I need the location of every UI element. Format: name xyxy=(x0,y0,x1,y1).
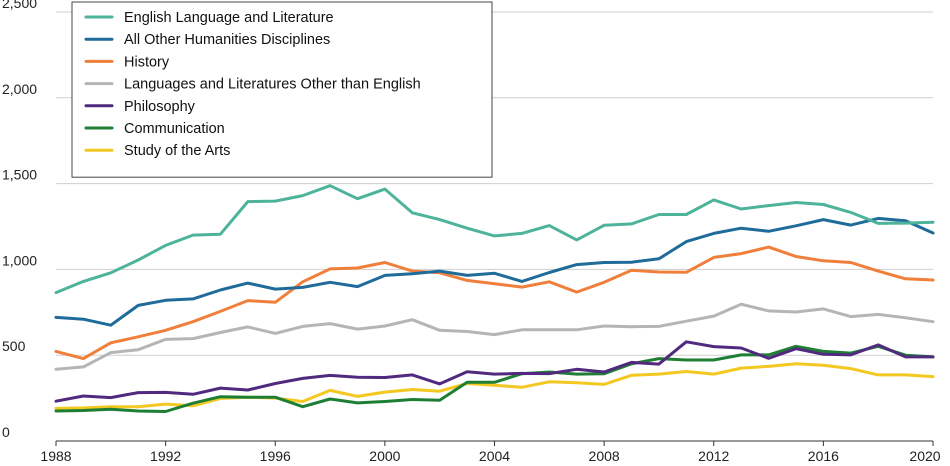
legend: English Language and Literature All Other… xyxy=(71,1,493,178)
legend-label: English Language and Literature xyxy=(124,10,334,26)
series-line-4 xyxy=(54,302,935,371)
x-tick-label: 2016 xyxy=(808,448,839,464)
legend-label: History xyxy=(124,54,170,70)
legend-label: Languages and Literatures Other than Eng… xyxy=(124,77,421,93)
x-tick-label: 1992 xyxy=(150,448,181,464)
y-tick-label: 500 xyxy=(2,338,26,354)
x-tick-label: 2000 xyxy=(369,448,400,464)
y-tick-label: 2,000 xyxy=(2,81,37,97)
series-line-5 xyxy=(54,340,935,403)
y-tick-label: 1,000 xyxy=(2,252,37,268)
x-tick-label: 2012 xyxy=(698,448,729,464)
legend-label: Communication xyxy=(124,121,225,137)
x-tick-label: 2008 xyxy=(589,448,620,464)
series-line-2 xyxy=(54,216,935,327)
series-lines xyxy=(54,184,935,413)
legend-label: All Other Humanities Disciplines xyxy=(124,32,330,48)
legend-label: Study of the Arts xyxy=(124,143,230,159)
series-line-3 xyxy=(54,245,935,361)
x-tick-label: 1988 xyxy=(40,448,71,464)
legend-box xyxy=(71,1,493,178)
series-line-7 xyxy=(54,362,935,410)
series-line-1 xyxy=(54,184,935,295)
y-tick-label: 1,500 xyxy=(2,167,37,183)
y-tick-label: 0 xyxy=(2,424,10,440)
x-tick-label: 2020 xyxy=(909,448,940,464)
legend-label: Philosophy xyxy=(124,99,196,115)
y-tick-label: 2,500 xyxy=(2,0,37,11)
x-tick-label: 1996 xyxy=(260,448,291,464)
x-tick-label: 2004 xyxy=(479,448,510,464)
series-line-6 xyxy=(54,344,935,413)
